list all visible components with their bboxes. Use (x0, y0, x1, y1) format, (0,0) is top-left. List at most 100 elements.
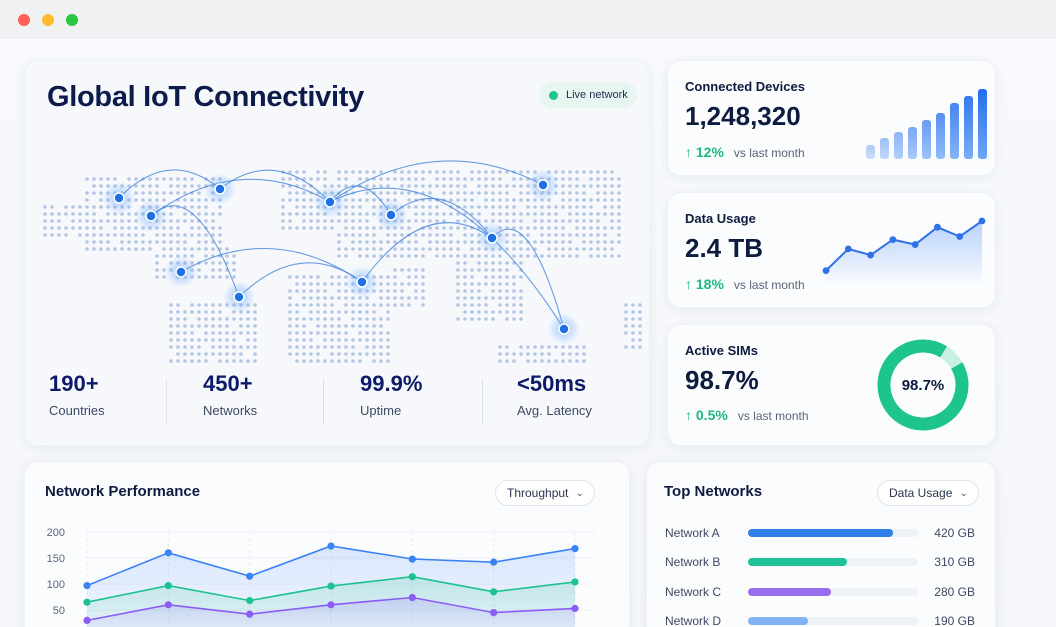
network-value: 190 GB (934, 614, 975, 627)
stat-value: <50ms (517, 371, 587, 396)
change-period: vs last month (737, 409, 809, 423)
series-point (83, 616, 91, 624)
usage-point (844, 245, 852, 253)
device-bar (978, 89, 987, 159)
connection-arc (180, 247, 363, 283)
usage-bar-track (748, 529, 918, 537)
connected-devices-card: Connected Devices 1,248,320 ↑ 12% vs last… (667, 60, 996, 176)
y-tick-label: 200 (47, 527, 65, 539)
series-point (83, 598, 91, 606)
device-bar (866, 145, 875, 159)
global-stats: 190+ Countries 450+ Networks 99.9% Uptim… (25, 371, 651, 441)
network-node-icon (356, 276, 368, 288)
devices-bar-chart (866, 87, 987, 159)
page-title: Global IoT Connectivity (47, 81, 364, 113)
network-node-icon (175, 266, 187, 278)
stat-value: 190+ (49, 371, 99, 396)
usage-area (826, 221, 982, 283)
network-row[interactable]: Network C 280 GB (665, 582, 975, 602)
series-point (246, 610, 254, 618)
usage-point (956, 233, 964, 240)
divider (166, 379, 167, 425)
donut-label: 98.7% (901, 376, 945, 394)
live-network-badge: Live network (539, 82, 637, 108)
usage-bar-fill (748, 588, 832, 596)
network-row[interactable]: Network D 190 GB (665, 611, 975, 627)
device-bar (894, 132, 903, 159)
network-node-icon (214, 183, 226, 195)
card-value: 98.7% (685, 365, 759, 395)
series-point (327, 542, 335, 550)
change-value: ↑ 12% (685, 144, 724, 160)
network-value: 310 GB (934, 555, 975, 569)
divider (323, 379, 324, 425)
performance-line-chart: 200150100500 (47, 527, 595, 627)
network-name: Network C (665, 585, 722, 599)
series-point (490, 558, 498, 566)
change-period: vs last month (733, 278, 805, 292)
card-change: ↑ 0.5% vs last month (685, 407, 809, 423)
network-node-icon (558, 323, 570, 335)
series-point (164, 549, 172, 557)
metric-dropdown[interactable]: Throughput ⌄ (495, 480, 595, 506)
network-row[interactable]: Network A 420 GB (665, 523, 975, 543)
stat-label: Networks (203, 403, 258, 418)
top-networks-card: Top Networks Data Usage ⌄ Network A 420 … (646, 461, 996, 627)
network-row[interactable]: Network B 310 GB (665, 552, 975, 572)
minimize-window-button[interactable] (42, 14, 54, 26)
series-point (327, 601, 335, 609)
network-node-icon (537, 179, 549, 191)
series-point (246, 597, 254, 605)
usage-point (911, 241, 919, 248)
usage-point (867, 251, 874, 259)
stat-networks: 450+ Networks (203, 371, 353, 418)
panel-title: Network Performance (45, 483, 201, 500)
active-sims-card: Active SIMs 98.7% ↑ 0.5% vs last month 98… (667, 324, 996, 446)
device-bar (964, 96, 973, 159)
card-title: Data Usage (685, 211, 756, 226)
network-node-icon (486, 232, 498, 244)
stat-label: Countries (49, 403, 105, 418)
card-value: 1,248,320 (685, 101, 801, 131)
change-value: ↑ 18% (685, 276, 724, 292)
usage-bar-track (748, 617, 918, 625)
usage-point (889, 236, 897, 243)
usage-bar-fill (748, 617, 808, 625)
y-tick-label: 100 (47, 579, 65, 591)
sims-donut-chart (877, 339, 969, 431)
change-period: vs last month (733, 146, 805, 160)
series-point (408, 593, 416, 602)
maximize-window-button[interactable] (66, 14, 78, 26)
device-bar (880, 138, 889, 159)
network-node-icon (145, 210, 157, 222)
network-value: 280 GB (934, 585, 975, 599)
device-bar (922, 120, 931, 159)
network-performance-card: Network Performance Throughput ⌄ 200 150 1… (24, 461, 630, 627)
close-window-button[interactable] (18, 14, 30, 26)
network-node-icon (233, 291, 245, 303)
card-change: ↑ 18% vs last month (685, 276, 805, 292)
series-point (164, 581, 172, 590)
connection-arc (238, 262, 363, 298)
data-usage-card: Data Usage 2.4 TB ↑ 18% vs last month (667, 192, 996, 308)
device-bar (950, 103, 959, 159)
y-tick-label: 50 (53, 605, 65, 617)
y-tick-label: 150 (47, 553, 65, 565)
stat-countries: 190+ Countries (49, 371, 199, 418)
series-point (164, 601, 172, 609)
card-value: 2.4 TB (685, 233, 764, 263)
live-network-label: Live network (566, 89, 628, 101)
device-bar (936, 113, 945, 159)
chevron-down-icon: ⌄ (959, 487, 968, 499)
network-node-icon (113, 192, 125, 204)
sort-dropdown[interactable]: Data Usage ⌄ (877, 480, 979, 506)
series-point (408, 555, 416, 563)
series-point (490, 588, 498, 596)
dropdown-value: Throughput (507, 486, 569, 500)
stat-uptime: 99.9% Uptime (360, 371, 510, 418)
card-title: Connected Devices (685, 79, 805, 94)
usage-bar-track (748, 558, 918, 566)
connection-arc (329, 160, 544, 203)
network-value: 420 GB (934, 526, 975, 540)
dropdown-value: Data Usage (889, 486, 953, 500)
